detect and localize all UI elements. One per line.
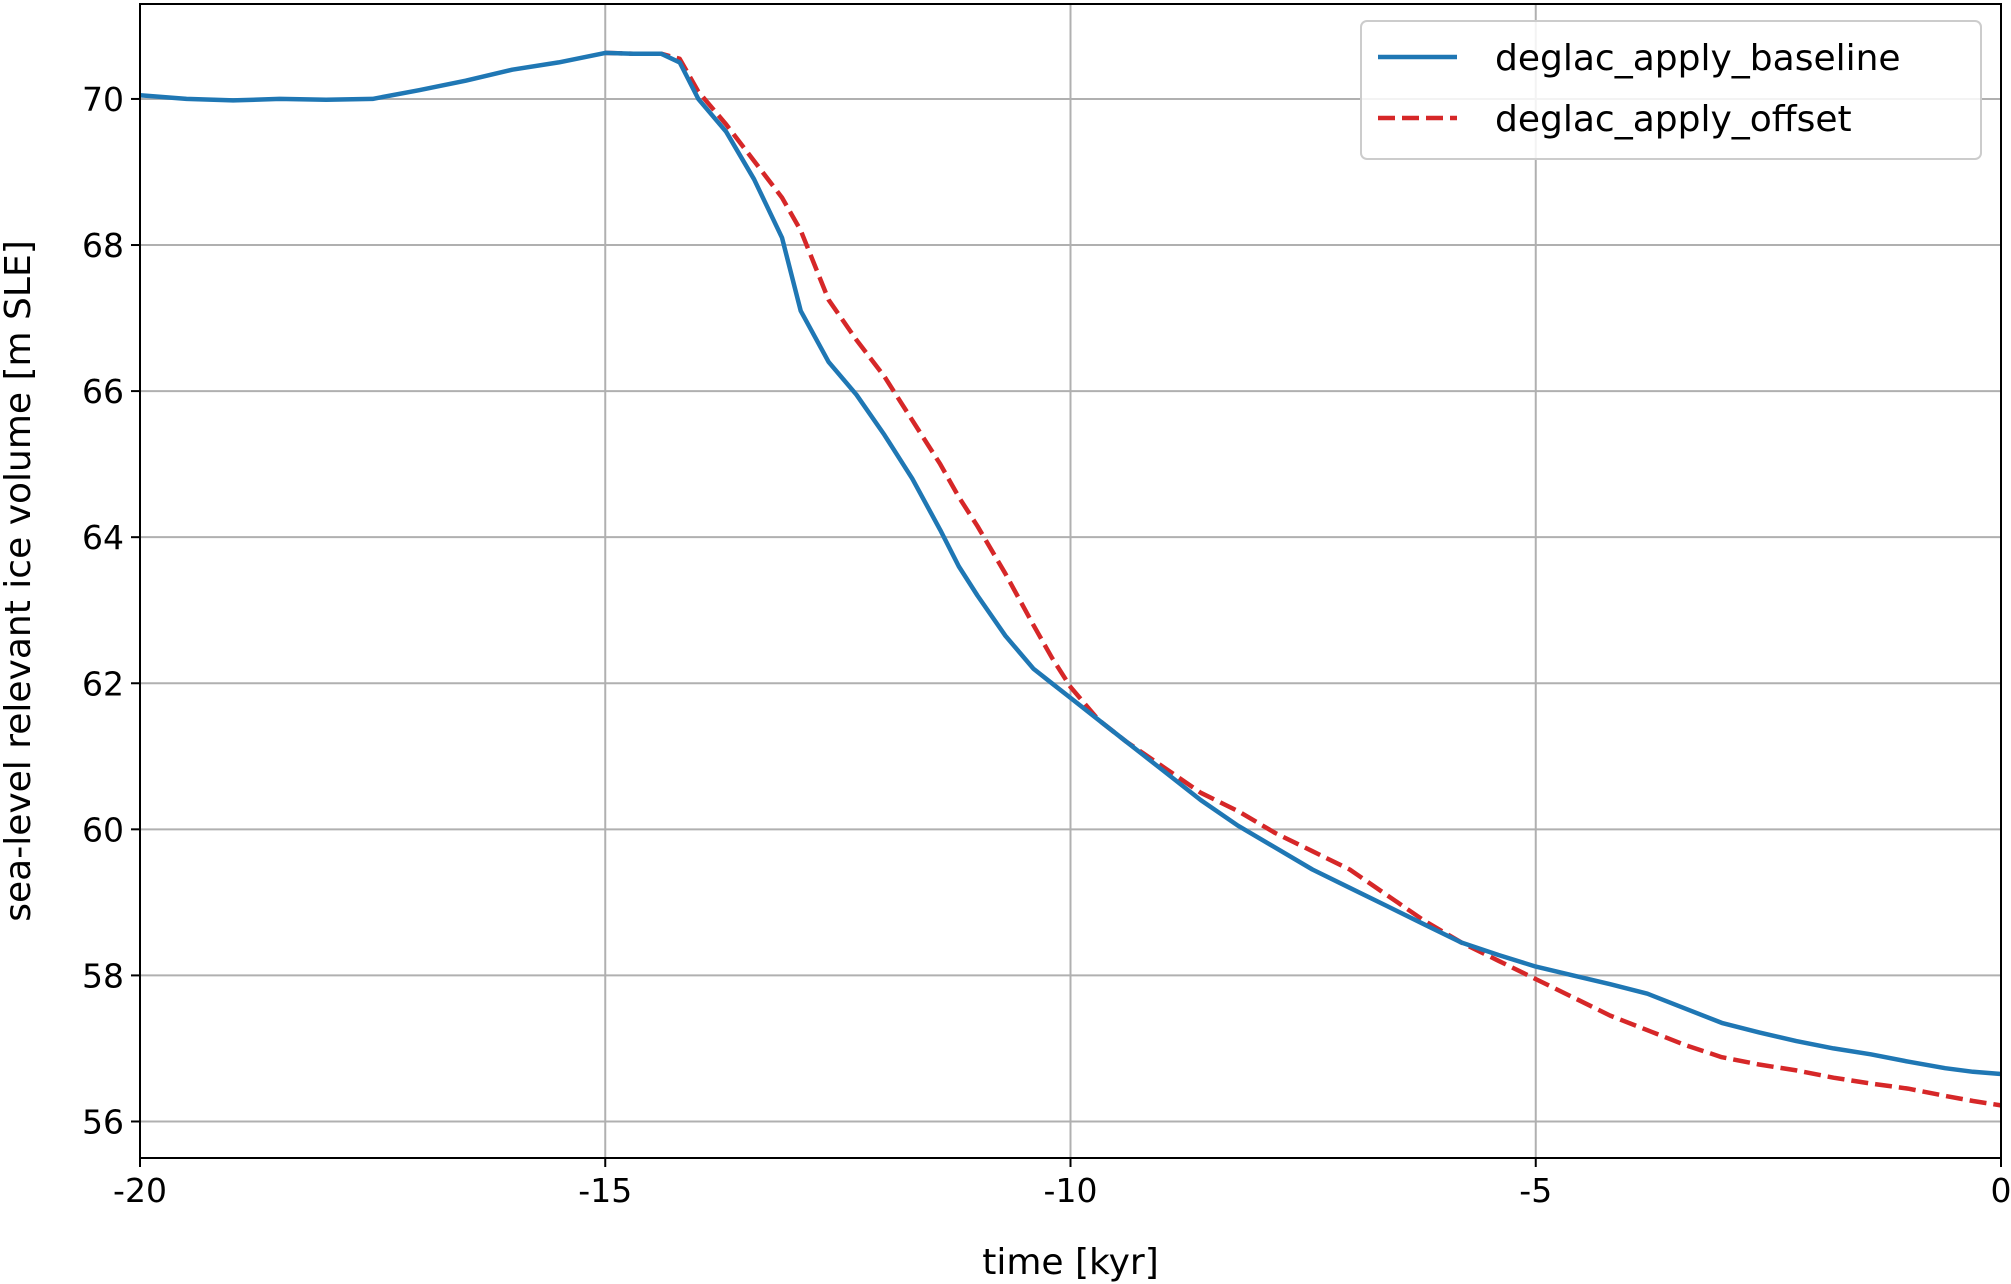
series-line-deglac_apply_offset <box>605 50 2002 1108</box>
legend-box <box>1360 20 1982 160</box>
x-axis-label: time [kyr] <box>982 1242 1159 1283</box>
y-tick-label: 68 <box>82 226 124 265</box>
series-line-deglac_apply_baseline <box>139 50 2002 1077</box>
x-tick-label: -20 <box>113 1171 167 1210</box>
legend-label-deglac_apply_baseline: deglac_apply_baseline <box>1495 38 1901 79</box>
legend: deglac_apply_baseline deglac_apply_offset <box>1360 20 1982 160</box>
x-tick-label: -15 <box>578 1171 632 1210</box>
y-tick-label: 60 <box>82 810 124 849</box>
x-tick-label: -10 <box>1044 1171 1098 1210</box>
y-tick-label: 70 <box>82 80 124 119</box>
x-tick-label: 0 <box>1991 1171 2011 1210</box>
x-axis: -20 -15 -10 -5 0 <box>113 1158 2011 1210</box>
grid-lines <box>139 4 2002 1158</box>
y-tick-label: 62 <box>82 664 124 703</box>
y-axis-label: sea-level relevant ice volume [m SLE] <box>0 240 39 922</box>
x-tick-label: -5 <box>1519 1171 1552 1210</box>
y-tick-label: 64 <box>82 518 124 557</box>
series-layer <box>139 50 2002 1108</box>
y-tick-label: 58 <box>82 956 124 995</box>
y-tick-label: 56 <box>82 1102 124 1141</box>
y-tick-label: 66 <box>82 372 124 411</box>
y-axis: 56 58 60 62 64 66 68 70 <box>82 80 140 1141</box>
legend-label-deglac_apply_offset: deglac_apply_offset <box>1495 99 1852 140</box>
